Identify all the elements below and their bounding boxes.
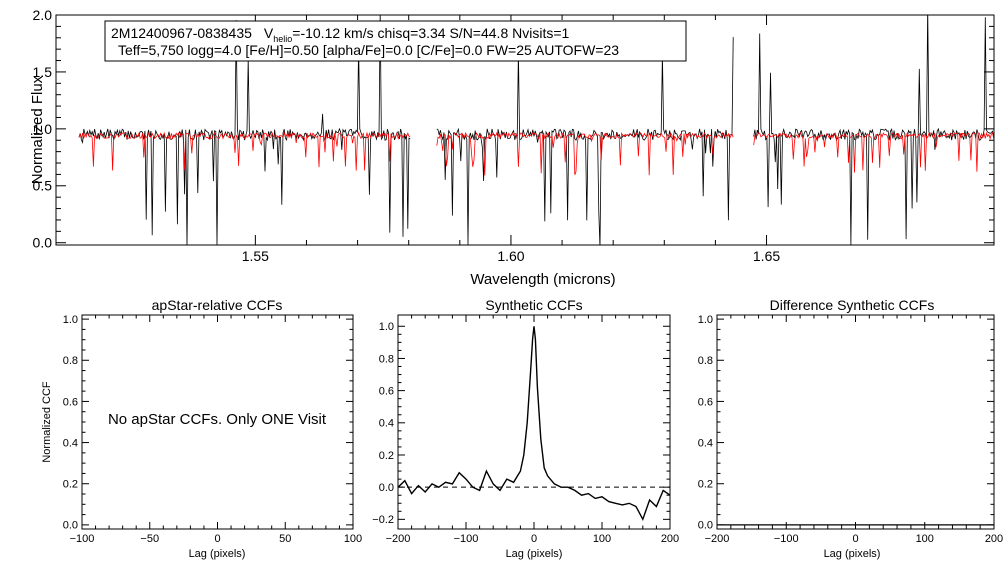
- series-synthetic-ccf: [397, 326, 671, 522]
- spectrum-plot-area: [78, 15, 994, 245]
- y-tick-label: 0.8: [379, 353, 394, 365]
- info-line-1-values: =-10.12 km/s chisq=3.34 S/N=44.8 Nvisits…: [292, 25, 569, 41]
- y-tick-label: 0.4: [698, 437, 713, 449]
- spectrum-frame: [55, 14, 995, 246]
- difference-ccf-panel: Difference Synthetic CCFs −200 −100 0 100 20…: [698, 297, 1003, 560]
- x-tick-label: 0: [852, 533, 858, 545]
- spectrum-info-box: 2M12400967-0838435 Vhelio=-10.12 km/s chi…: [104, 20, 687, 62]
- synthetic-ccf-x-label: Lag (pixels): [506, 548, 563, 560]
- apstar-ccf-x-label: Lag (pixels): [189, 548, 246, 560]
- x-tick-label: 50: [279, 533, 291, 545]
- x-tick-label: −50: [140, 533, 159, 545]
- difference-ccf-title: Difference Synthetic CCFs: [770, 297, 935, 313]
- y-tick-label: 0.8: [698, 355, 713, 367]
- apstar-ccf-y-label: Normalized CCF: [41, 381, 53, 463]
- x-tick-label: 1.55: [242, 248, 269, 264]
- synthetic-ccf-frame: [397, 314, 671, 530]
- vhelio-subscript: helio: [273, 34, 292, 44]
- y-tick-label: 0.4: [63, 437, 78, 449]
- difference-ccf-frame: [716, 314, 995, 530]
- info-line-2: Teff=5,750 logg=4.0 [Fe/H]=0.50 [alpha/F…: [118, 42, 619, 58]
- y-tick-label: 0.6: [698, 396, 713, 408]
- spectrum-x-label: Wavelength (microns): [470, 271, 615, 288]
- apstar-ccf-title: apStar-relative CCFs: [152, 297, 283, 313]
- spectrum-axes: 1.55 1.60 1.65 0.0 0.5 1.0 1.5 2.0: [33, 7, 994, 264]
- spectrum-y-label: Normalized Flux: [29, 75, 46, 184]
- x-tick-label: 200: [661, 533, 679, 545]
- y-tick-label: 0.0: [33, 235, 53, 251]
- info-line-1: 2M12400967-0838435 Vhelio=-10.12 km/s chi…: [111, 25, 570, 44]
- star-id: 2M12400967-0838435: [111, 25, 252, 41]
- y-tick-label: 0.0: [379, 482, 394, 494]
- difference-ccf-axes: −200 −100 0 100 200 0.0 0.2 0.4 0.6 0.8 1.0: [698, 314, 1003, 545]
- apstar-ccf-annotation: No apStar CCFs. Only ONE Visit: [108, 411, 327, 428]
- x-tick-label: 100: [593, 533, 611, 545]
- y-tick-label: 0.6: [63, 396, 78, 408]
- x-tick-label: 100: [916, 533, 934, 545]
- synthetic-ccf-panel: Synthetic CCFs −200 −100 0 100 200 −0.2 0.0 0.2…: [372, 297, 679, 560]
- y-tick-label: 1.5: [33, 64, 53, 80]
- y-tick-label: −0.2: [372, 514, 394, 526]
- y-tick-label: 0.2: [698, 479, 713, 491]
- y-tick-label: 0.2: [379, 450, 394, 462]
- y-tick-label: 1.0: [379, 321, 394, 333]
- y-tick-label: 1.0: [698, 314, 713, 326]
- vhelio-symbol: V: [264, 25, 274, 41]
- synthetic-ccf-plot-area: [397, 326, 671, 522]
- info-box-frame: [104, 20, 687, 62]
- x-tick-label: −100: [774, 533, 799, 545]
- x-tick-label: 1.65: [753, 248, 780, 264]
- y-tick-label: 0.0: [698, 520, 713, 532]
- apstar-ccf-axes: −100 −50 0 50 100 0.0 0.2 0.4 0.6 0.8 1.0: [63, 314, 362, 545]
- synthetic-ccf-axes: −200 −100 0 100 200 −0.2 0.0 0.2 0.4 0.6 0.8 1.0: [372, 315, 679, 545]
- apstar-ccf-panel: apStar-relative CCFs −100 −50 0 50 100 0.0 0.2…: [41, 297, 362, 560]
- x-tick-label: −100: [454, 533, 479, 545]
- x-tick-label: −200: [386, 533, 411, 545]
- y-tick-label: 2.0: [33, 7, 53, 23]
- y-tick-label: 0.4: [379, 418, 394, 430]
- x-tick-label: −200: [705, 533, 730, 545]
- y-tick-label: 1.0: [33, 121, 53, 137]
- x-tick-label: 1.60: [497, 248, 524, 264]
- x-tick-label: 200: [985, 533, 1003, 545]
- y-tick-label: 0.8: [63, 355, 78, 367]
- x-tick-label: 100: [344, 533, 362, 545]
- x-tick-label: 0: [214, 533, 220, 545]
- y-tick-label: 1.0: [63, 314, 78, 326]
- difference-ccf-x-label: Lag (pixels): [824, 548, 881, 560]
- spectrum-panel: 1.55 1.60 1.65 0.0 0.5 1.0 1.5 2.0 2M12400967-0…: [29, 7, 995, 288]
- x-tick-label: 0: [531, 533, 537, 545]
- y-tick-label: 0.5: [33, 178, 53, 194]
- y-tick-label: 0.2: [63, 479, 78, 491]
- y-tick-label: 0.0: [63, 520, 78, 532]
- y-tick-label: 0.6: [379, 385, 394, 397]
- x-tick-label: −100: [70, 533, 95, 545]
- series-model-flux: [78, 131, 994, 176]
- synthetic-ccf-title: Synthetic CCFs: [485, 297, 582, 313]
